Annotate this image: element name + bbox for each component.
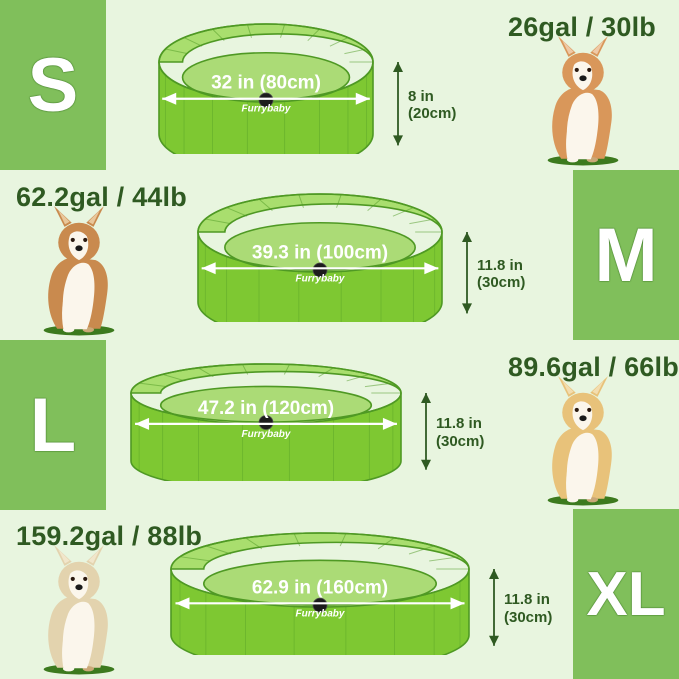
svg-text:Furrybaby: Furrybaby (296, 273, 345, 284)
svg-text:62.9 in (160cm): 62.9 in (160cm) (252, 577, 388, 598)
svg-text:47.2 in (120cm): 47.2 in (120cm) (198, 398, 334, 419)
svg-text:32 in (80cm): 32 in (80cm) (211, 73, 321, 94)
svg-text:39.3 in (100cm): 39.3 in (100cm) (252, 242, 388, 263)
svg-text:Furrybaby: Furrybaby (242, 429, 291, 440)
svg-text:Furrybaby: Furrybaby (296, 608, 345, 619)
svg-text:Furrybaby: Furrybaby (242, 104, 291, 115)
